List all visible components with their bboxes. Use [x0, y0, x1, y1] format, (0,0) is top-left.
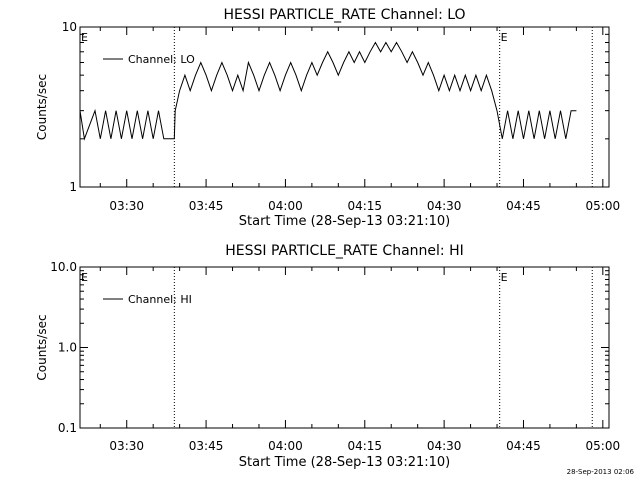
- event-label: E: [81, 271, 88, 284]
- y-tick-label: 0.1: [58, 421, 77, 435]
- x-tick-label: 04:45: [506, 199, 541, 213]
- x-tick-label: 04:30: [427, 439, 462, 453]
- y-tick-label: 10.0: [50, 260, 77, 274]
- x-tick-label: 05:00: [586, 199, 621, 213]
- x-tick-label: 04:30: [427, 199, 462, 213]
- x-tick-label: 04:00: [268, 439, 303, 453]
- y-axis-label: Counts/sec: [35, 74, 49, 140]
- legend-label: Channel: LO: [128, 53, 195, 66]
- x-axis-label: Start Time (28-Sep-13 03:21:10): [239, 455, 450, 470]
- x-tick-label: 03:30: [109, 439, 144, 453]
- y-tick-label: 1.0: [58, 341, 77, 355]
- x-tick-label: 05:00: [586, 439, 621, 453]
- x-tick-label: 03:45: [189, 439, 224, 453]
- x-tick-label: 03:45: [189, 199, 224, 213]
- chart-panel-lo: HESSI PARTICLE_RATE Channel: LO Counts/se…: [35, 7, 620, 229]
- y-axis-label: Counts/sec: [35, 314, 49, 380]
- series-line: [79, 41, 577, 141]
- y-tick-label: 1: [69, 180, 77, 194]
- footer-timestamp: 28-Sep-2013 02:06: [566, 468, 634, 476]
- plot-frame: [79, 26, 610, 188]
- event-label: E: [81, 31, 88, 44]
- event-label: E: [501, 31, 508, 44]
- legend-label: Channel: HI: [128, 293, 192, 306]
- x-tick-label: 04:15: [347, 199, 382, 213]
- x-tick-label: 03:30: [109, 199, 144, 213]
- x-tick-label: 04:15: [347, 439, 382, 453]
- y-tick-label: 10: [62, 20, 77, 34]
- x-tick-label: 04:00: [268, 199, 303, 213]
- chart-panel-hi: HESSI PARTICLE_RATE Channel: HI Counts/se…: [35, 243, 620, 470]
- chart-title: HESSI PARTICLE_RATE Channel: LO: [223, 7, 465, 23]
- event-label: E: [501, 271, 508, 284]
- x-axis-label: Start Time (28-Sep-13 03:21:10): [239, 214, 450, 229]
- chart-title: HESSI PARTICLE_RATE Channel: HI: [225, 243, 463, 259]
- x-tick-label: 04:45: [506, 439, 541, 453]
- plot-frame: [79, 266, 610, 429]
